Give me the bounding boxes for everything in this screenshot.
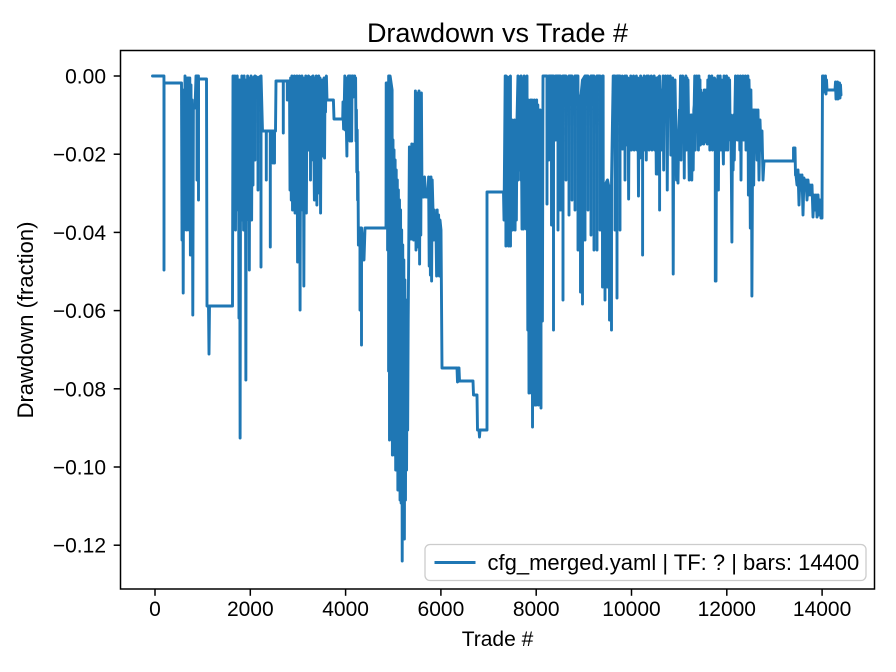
svg-text:8000: 8000 [513,598,560,621]
svg-text:−0.10: −0.10 [53,457,106,480]
svg-text:6000: 6000 [418,598,465,621]
svg-text:2000: 2000 [227,598,274,621]
svg-text:−0.12: −0.12 [53,535,106,558]
svg-text:Drawdown vs Trade #: Drawdown vs Trade # [367,18,628,48]
svg-text:−0.06: −0.06 [53,300,106,323]
svg-text:Trade #: Trade # [462,628,534,651]
svg-text:14000: 14000 [793,598,851,621]
svg-text:Drawdown (fraction): Drawdown (fraction) [13,222,38,419]
svg-text:−0.04: −0.04 [53,222,106,245]
svg-text:cfg_merged.yaml | TF: ? | bars: cfg_merged.yaml | TF: ? | bars: 14400 [488,550,860,575]
svg-text:−0.02: −0.02 [53,144,106,167]
svg-text:0: 0 [149,598,161,621]
svg-text:4000: 4000 [322,598,369,621]
svg-text:10000: 10000 [602,598,660,621]
svg-text:−0.08: −0.08 [53,378,106,401]
svg-text:0.00: 0.00 [65,66,106,89]
svg-text:12000: 12000 [698,598,756,621]
